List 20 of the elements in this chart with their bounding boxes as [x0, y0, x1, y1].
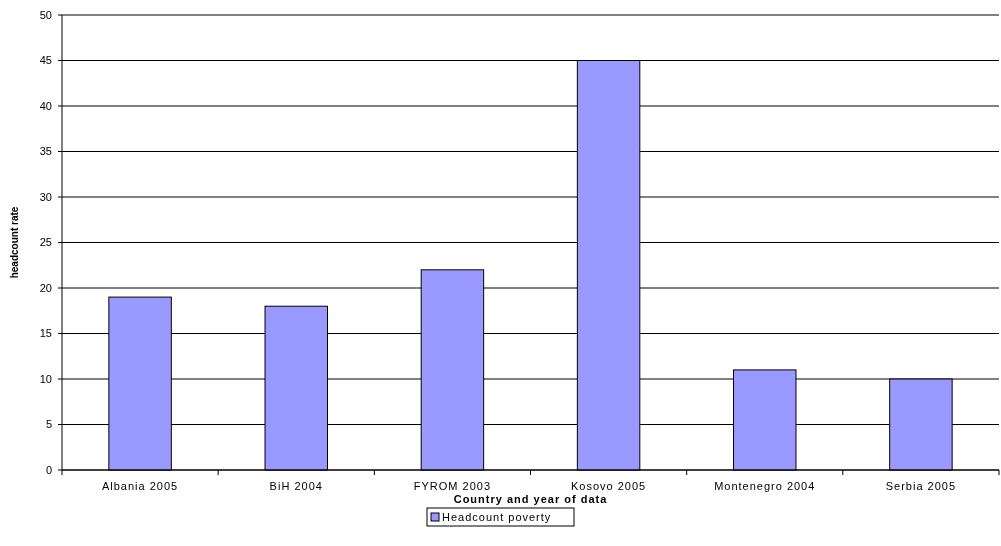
y-tick-label: 25	[39, 236, 52, 249]
x-tick-label: Albania 2005	[101, 480, 179, 492]
x-tick-label: BiH 2004	[269, 480, 323, 492]
x-axis-title: Country and year of data	[453, 493, 608, 505]
y-tick-label: 40	[39, 99, 52, 112]
y-tick-label: 15	[39, 327, 52, 340]
y-tick-label: 0	[45, 463, 52, 476]
y-tick-label: 5	[45, 418, 52, 431]
y-tick-label: 45	[39, 54, 52, 67]
y-axis-title: headcount rate	[9, 206, 20, 279]
y-tick-label: 20	[39, 281, 52, 294]
y-tick-label: 10	[39, 372, 52, 385]
x-tick-label: FYROM 2003	[413, 480, 492, 492]
y-tick-label: 35	[39, 145, 52, 158]
y-tick-label: 50	[39, 8, 52, 21]
x-tick-label: Montenegro 2004	[714, 480, 816, 492]
x-tick-label: Kosovo 2005	[570, 480, 647, 492]
legend-label: Headcount poverty	[442, 511, 552, 523]
x-tick-label: Serbia 2005	[885, 480, 957, 492]
y-tick-label: 30	[39, 190, 52, 203]
